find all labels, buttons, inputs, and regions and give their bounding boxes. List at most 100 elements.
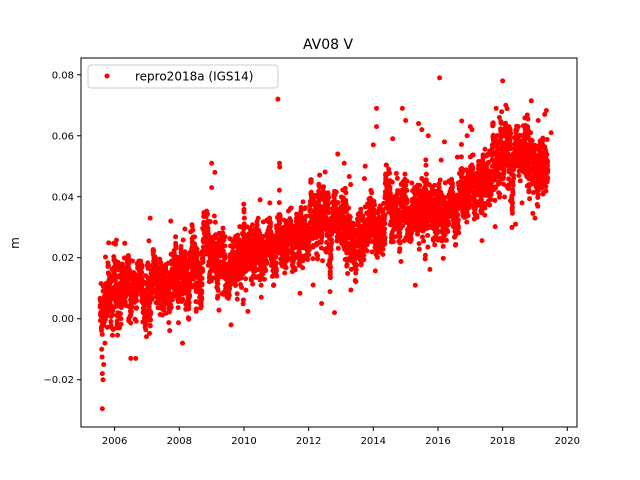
data-point <box>329 240 335 246</box>
data-point <box>404 178 410 184</box>
data-point <box>465 213 471 219</box>
data-point <box>361 252 367 258</box>
data-point <box>314 233 320 239</box>
data-point <box>425 244 431 250</box>
data-point <box>517 178 523 184</box>
data-point <box>297 290 303 296</box>
data-point <box>325 205 331 211</box>
data-point <box>398 259 404 265</box>
data-point <box>173 234 179 240</box>
data-point <box>245 308 251 314</box>
data-point <box>267 223 273 229</box>
data-point <box>205 225 211 231</box>
data-point <box>180 296 186 302</box>
data-point <box>254 222 260 228</box>
data-point <box>347 214 353 220</box>
data-point <box>409 180 415 186</box>
data-point <box>509 204 515 210</box>
data-point <box>304 213 310 219</box>
data-point <box>277 164 283 170</box>
data-point <box>108 319 114 325</box>
data-point <box>189 223 195 229</box>
data-point <box>408 236 414 242</box>
data-point <box>327 268 333 274</box>
data-point <box>161 306 167 312</box>
data-point <box>400 223 406 229</box>
data-point <box>458 154 464 160</box>
data-point <box>112 278 118 284</box>
data-point <box>318 238 324 244</box>
data-point <box>128 320 134 326</box>
data-point <box>487 202 493 208</box>
data-point <box>492 197 498 203</box>
data-point <box>222 243 228 249</box>
data-point <box>322 169 328 175</box>
data-point <box>389 179 395 185</box>
data-point <box>422 252 428 258</box>
data-point <box>455 225 461 231</box>
data-point <box>243 276 249 282</box>
data-point <box>436 184 442 190</box>
data-point <box>182 250 188 256</box>
data-point <box>374 254 380 260</box>
data-point <box>317 172 323 178</box>
data-point <box>199 275 205 281</box>
data-point <box>220 248 226 254</box>
data-point <box>509 210 515 216</box>
data-point <box>382 241 388 247</box>
data-point <box>325 202 331 208</box>
data-point <box>306 252 312 258</box>
data-point <box>326 210 332 216</box>
data-point <box>104 311 110 317</box>
data-point <box>402 171 408 177</box>
data-point <box>524 112 530 118</box>
data-point <box>98 327 104 333</box>
data-point <box>319 230 325 236</box>
data-point <box>143 327 149 333</box>
data-point <box>276 200 282 206</box>
data-point <box>308 189 314 195</box>
data-point <box>134 298 140 304</box>
data-point <box>321 184 327 190</box>
data-point <box>143 319 149 325</box>
data-point <box>234 291 240 297</box>
data-point <box>482 212 488 218</box>
data-point <box>482 205 488 211</box>
data-point <box>392 234 398 240</box>
data-point <box>382 212 388 218</box>
data-point <box>353 279 359 285</box>
data-point <box>535 187 541 193</box>
data-point <box>227 286 233 292</box>
data-point <box>432 242 438 248</box>
data-point <box>445 229 451 235</box>
data-point <box>180 237 186 243</box>
data-points <box>97 75 554 412</box>
data-point <box>403 182 409 188</box>
data-point <box>371 202 377 208</box>
data-point <box>427 266 433 272</box>
data-point <box>99 331 105 337</box>
data-point <box>241 201 247 207</box>
data-point <box>382 221 388 227</box>
data-point <box>211 213 217 219</box>
data-point <box>104 324 110 330</box>
data-point <box>382 226 388 232</box>
data-point <box>353 267 359 273</box>
data-point <box>361 257 367 263</box>
data-point <box>503 120 509 126</box>
data-point <box>416 241 422 247</box>
data-point <box>146 330 152 336</box>
data-point <box>138 258 144 264</box>
data-point <box>404 200 410 206</box>
data-point <box>173 245 179 251</box>
data-point <box>169 297 175 303</box>
data-point <box>250 222 256 228</box>
data-point <box>212 219 218 225</box>
data-point <box>456 230 462 236</box>
data-point <box>529 138 535 144</box>
data-point <box>199 290 205 296</box>
data-point <box>387 170 393 176</box>
data-point <box>277 216 283 222</box>
data-point <box>327 275 333 281</box>
